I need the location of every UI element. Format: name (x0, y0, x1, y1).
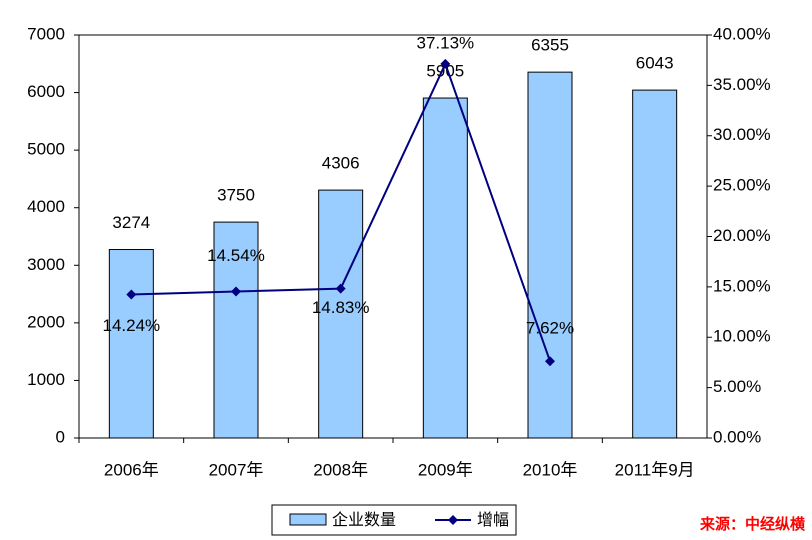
legend-label: 企业数量 (332, 511, 396, 529)
bar (318, 189, 364, 439)
y2-tick-label: 15.00% (713, 276, 771, 295)
bar (108, 249, 154, 439)
y2-tick-label: 20.00% (713, 226, 771, 245)
bar (213, 221, 259, 439)
bar-value-label: 3750 (217, 186, 255, 205)
line-marker (335, 283, 346, 294)
y2-tick-label: 0.00% (713, 427, 761, 446)
line-value-label: 14.83% (312, 298, 370, 317)
y-tick-label: 0 (56, 427, 65, 446)
x-tick-label: 2010年 (523, 460, 578, 479)
legend-swatch (289, 513, 327, 526)
y-tick-label: 6000 (27, 82, 65, 101)
y2-tick-label: 25.00% (713, 176, 771, 195)
legend-label: 增幅 (477, 511, 509, 529)
y-tick-label: 2000 (27, 312, 65, 331)
bar-value-label: 6043 (636, 54, 674, 73)
line-value-label: 7.62% (526, 319, 574, 338)
line-value-label: 14.24% (102, 316, 160, 335)
line-value-label: 37.13% (416, 33, 474, 52)
line-marker (545, 356, 555, 367)
bar (632, 89, 678, 439)
bar-value-label: 6355 (531, 36, 569, 55)
x-tick-label: 2009年 (418, 460, 473, 479)
y2-tick-label: 35.00% (713, 75, 771, 94)
line-value-label: 14.54% (207, 246, 265, 265)
y2-tick-label: 10.00% (713, 327, 771, 346)
line-marker (126, 289, 137, 300)
y-tick-label: 3000 (27, 255, 65, 274)
bar-value-label: 4306 (322, 154, 360, 173)
x-tick-label: 2007年 (209, 460, 264, 479)
y2-tick-label: 5.00% (713, 377, 761, 396)
y2-tick-label: 40.00% (713, 24, 771, 43)
x-tick-label: 2006年 (104, 460, 159, 479)
y-tick-label: 1000 (27, 370, 65, 389)
bar-value-label: 5905 (426, 62, 464, 81)
source-note: 来源：中经纵横 (699, 515, 806, 533)
x-tick-label: 2008年 (313, 460, 368, 479)
x-tick-label: 2011年9月 (615, 460, 695, 479)
bar (527, 71, 573, 439)
line-marker (440, 58, 451, 69)
bar-value-label: 3274 (112, 213, 150, 232)
line-marker (231, 286, 241, 297)
y-tick-label: 4000 (27, 197, 65, 216)
bar (422, 97, 468, 439)
y2-tick-label: 30.00% (713, 125, 771, 144)
y-tick-label: 5000 (27, 140, 65, 159)
y-tick-label: 7000 (27, 24, 65, 43)
legend-marker (448, 515, 458, 525)
